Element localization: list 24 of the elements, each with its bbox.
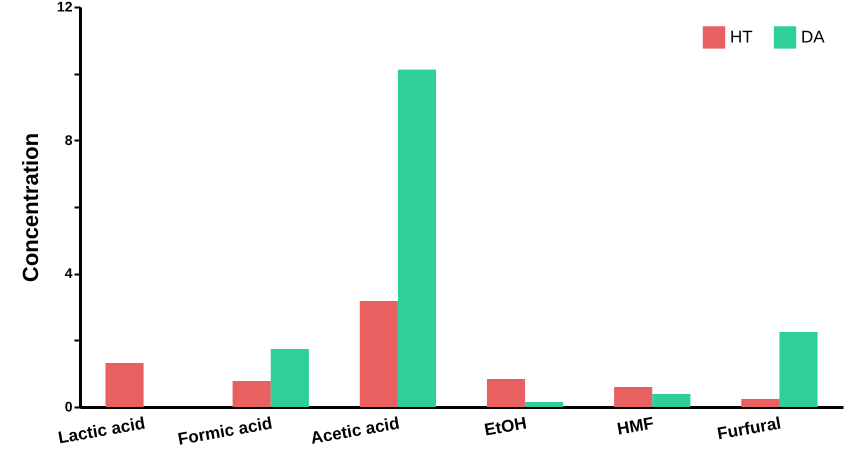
- legend-label: HT: [730, 27, 753, 46]
- bar: [360, 301, 398, 407]
- y-tick-label: 0: [64, 398, 73, 414]
- x-tick-label: Formic acid: [176, 414, 274, 449]
- y-tick-label: 8: [64, 132, 73, 148]
- bar: [652, 394, 690, 407]
- bar: [232, 381, 271, 407]
- bar: [779, 332, 818, 407]
- x-tick-label: HMF: [616, 414, 656, 439]
- x-tick-label: Furfural: [716, 414, 782, 444]
- y-tick-label: 12: [56, 0, 73, 14]
- x-tick-label: Lactic acid: [56, 414, 147, 448]
- bar: [614, 387, 652, 407]
- bar: [105, 363, 144, 407]
- x-tick-label: EtOH: [482, 414, 528, 440]
- bar: [741, 399, 780, 407]
- x-tick-label: Acetic acid: [309, 414, 401, 448]
- bar: [486, 379, 526, 407]
- legend-label: DA: [801, 27, 826, 46]
- y-tick-label: 4: [64, 265, 73, 282]
- bar: [525, 402, 564, 407]
- y-axis-title: Concentration: [18, 132, 43, 282]
- bar: [398, 70, 436, 407]
- bar: [270, 349, 309, 407]
